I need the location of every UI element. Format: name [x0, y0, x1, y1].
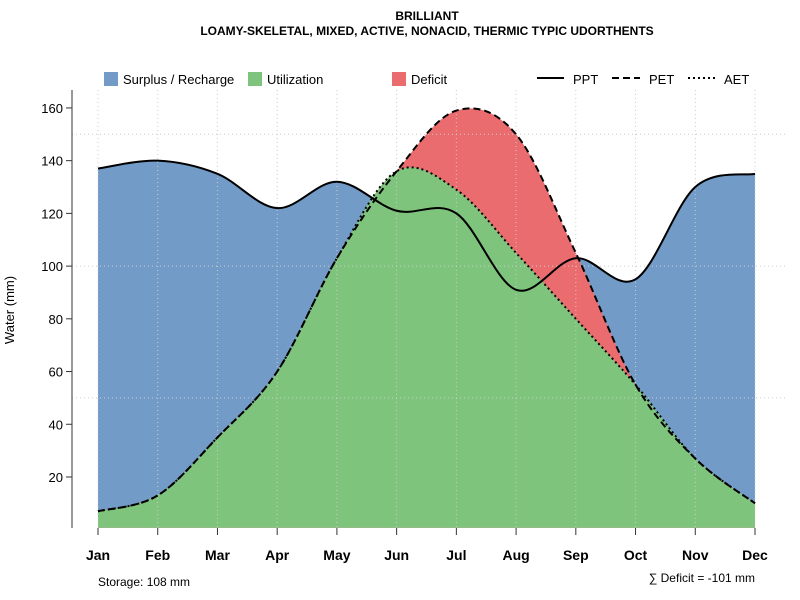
y-tick-label: 140: [41, 154, 63, 169]
x-tick-label: Sep: [563, 547, 589, 563]
y-tick-label: 120: [41, 206, 63, 221]
x-tick-label: May: [323, 547, 350, 563]
series-line-aet: [97, 166, 756, 513]
legend-label-deficit: Deficit: [411, 72, 448, 87]
legend-label-ppt: PPT: [573, 72, 598, 87]
x-tick-label: Oct: [624, 547, 648, 563]
legend-swatch-utilization: [248, 72, 262, 86]
legend-label-pet: PET: [649, 72, 674, 87]
y-tick-label: 20: [49, 470, 63, 485]
series-line-ppt: [97, 159, 756, 292]
x-tick-label: Dec: [742, 547, 768, 563]
y-axis-label: Water (mm): [2, 276, 17, 344]
storage-annotation: Storage: 108 mm: [98, 575, 190, 589]
y-tick-label: 100: [41, 259, 63, 274]
legend-label-utilization: Utilization: [267, 72, 323, 87]
x-tick-label: Apr: [265, 547, 290, 563]
legend-label-surplus: Surplus / Recharge: [123, 72, 234, 87]
deficit-annotation: ∑ Deficit = -101 mm: [649, 571, 755, 585]
chart-title: BRILLIANT: [395, 9, 459, 23]
legend-swatch-surplus: [104, 72, 118, 86]
chart-subtitle: LOAMY-SKELETAL, MIXED, ACTIVE, NONACID, …: [200, 24, 653, 38]
y-tick-label: 160: [41, 101, 63, 116]
legend: Surplus / Recharge Utilization Deficit P…: [104, 72, 749, 87]
utilization-area: [98, 167, 755, 528]
x-tick-label: Jan: [86, 547, 110, 563]
y-tick-label: 40: [49, 417, 63, 432]
x-tick-label: Mar: [205, 547, 230, 563]
x-tick-label: Jul: [446, 547, 466, 563]
x-tick-label: Jun: [384, 547, 409, 563]
x-tick-label: Feb: [145, 547, 170, 563]
legend-label-aet: AET: [724, 72, 749, 87]
x-tick-label: Aug: [502, 547, 529, 563]
x-tick-label: Nov: [682, 547, 709, 563]
legend-swatch-deficit: [392, 72, 406, 86]
y-tick-label: 80: [49, 312, 63, 327]
y-tick-label: 60: [49, 365, 63, 380]
